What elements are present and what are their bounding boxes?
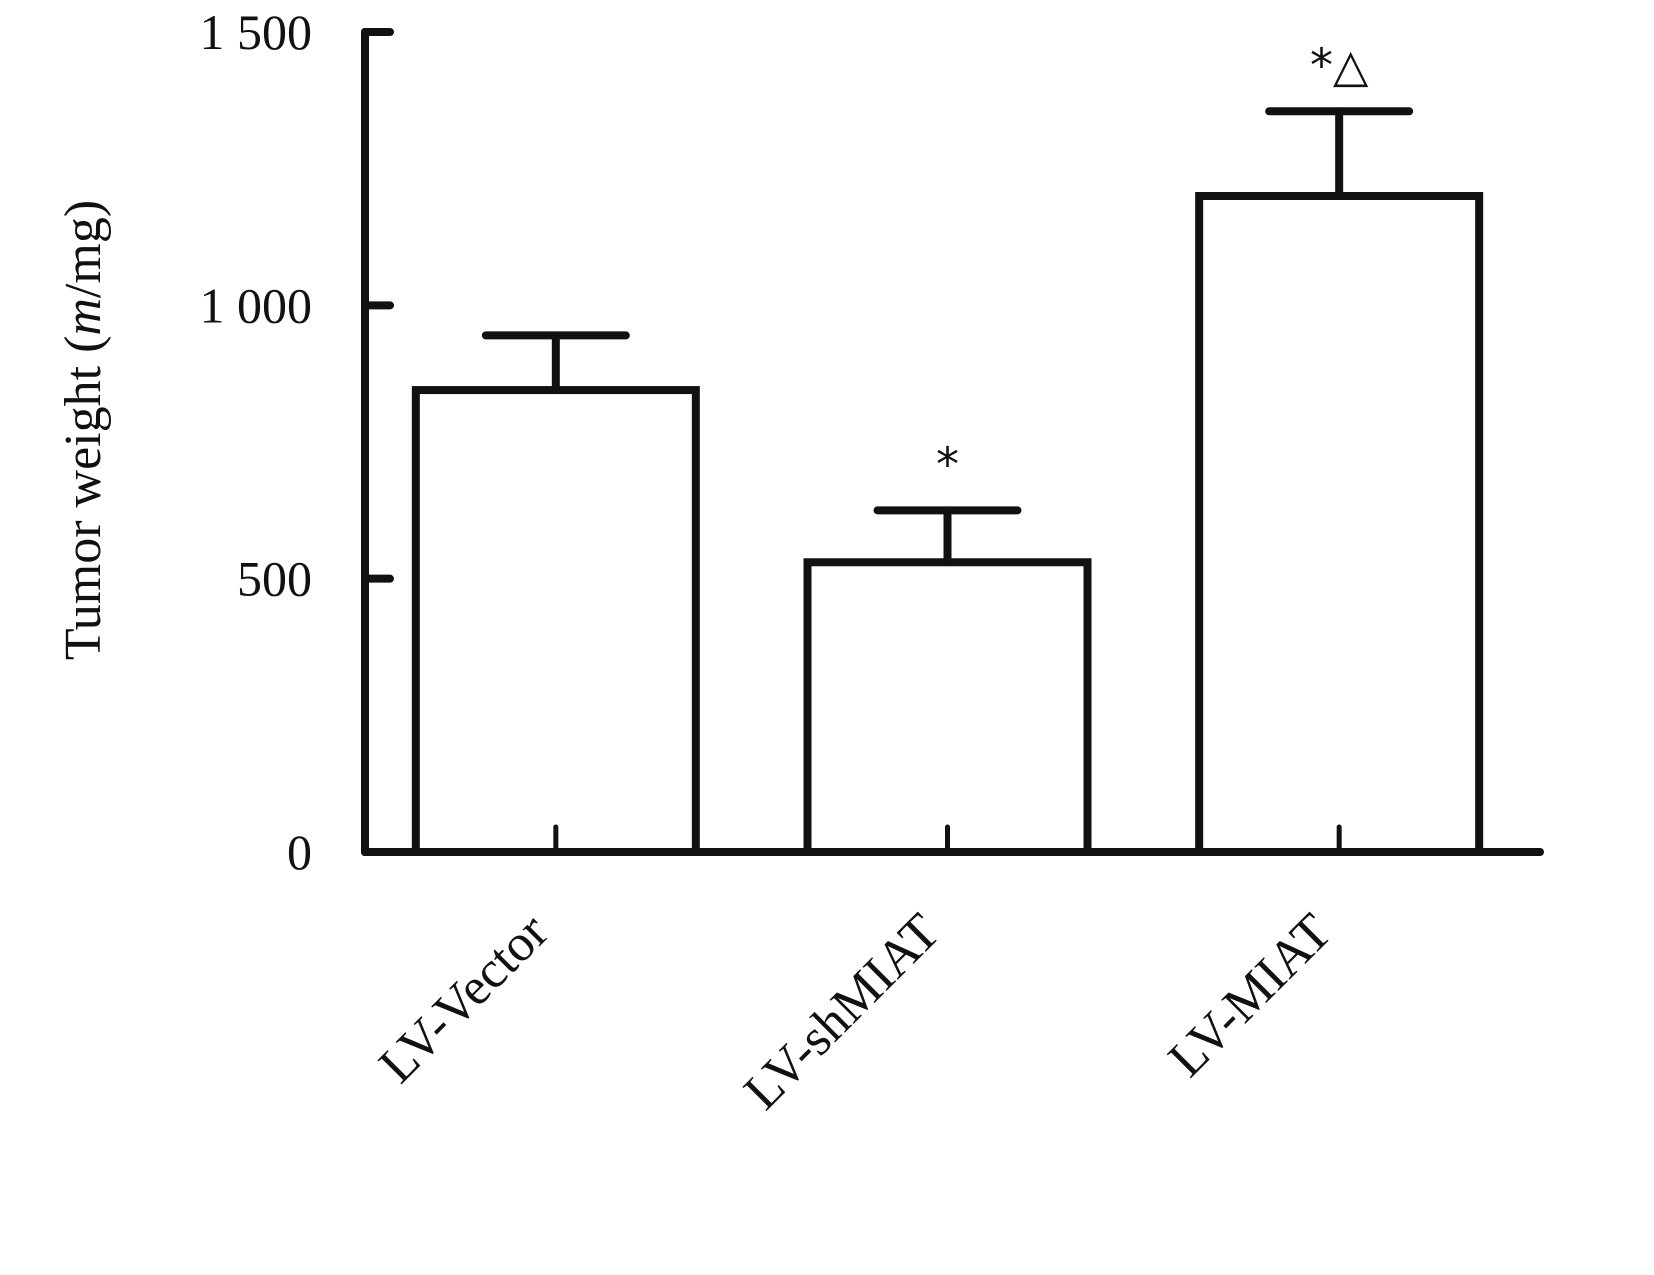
y-tick-label-1: 0 (287, 824, 312, 880)
y-axis-title-prefix: Tumor weight ( (55, 336, 112, 661)
significance-mark-3: *△ (1310, 38, 1369, 92)
bar-1 (411, 386, 700, 856)
bar-2 (803, 558, 1092, 856)
x-tick-label-3: LV-MIAT (1158, 903, 1343, 1088)
y-axis-title-variable: m (55, 298, 112, 336)
y-tick-label-4: 1 500 (200, 4, 313, 60)
x-tick-label-1: LV-Vector (369, 903, 560, 1094)
bar-3 (1195, 192, 1484, 856)
y-tick-label-3: 1 000 (200, 277, 313, 333)
plot-area: LV-Vector * LV-shMIAT *△ LV-MIAT 0 500 1 000 1 5… (200, 4, 1544, 1121)
y-axis-title-suffix: /mg) (55, 200, 112, 298)
y-tick-label-2: 500 (237, 551, 312, 607)
y-axis-title: Tumor weight (m/mg) (55, 200, 112, 660)
x-tick-label-2: LV-shMIAT (734, 903, 951, 1120)
significance-mark-2: * (936, 437, 959, 491)
